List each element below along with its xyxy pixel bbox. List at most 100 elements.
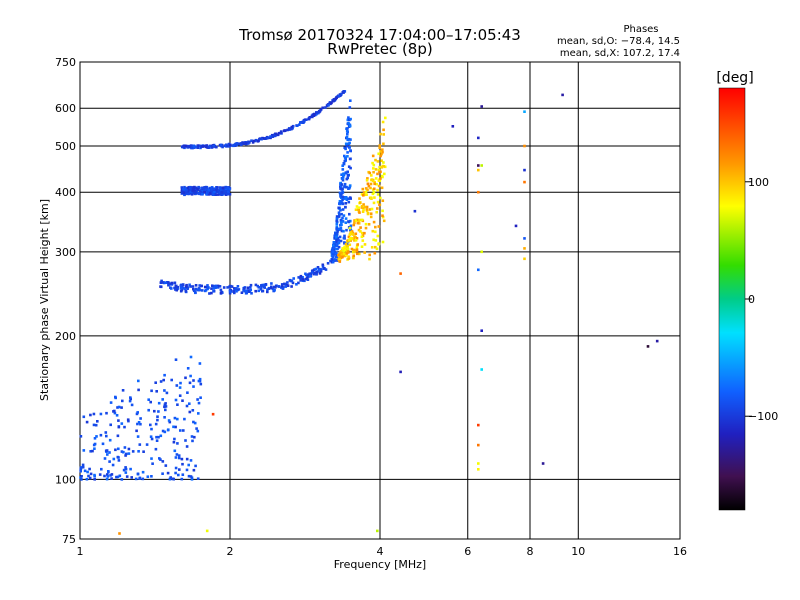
trace-point: [373, 180, 376, 184]
trace-point: [339, 193, 343, 196]
trace-point: [173, 416, 177, 420]
colorbar: [718, 87, 746, 511]
trace-point: [190, 435, 194, 438]
trace-point: [164, 464, 168, 467]
trace-point: [318, 110, 321, 114]
trace-point: [374, 177, 378, 180]
trace-point: [354, 208, 358, 211]
trace-point: [286, 128, 289, 132]
trace-point: [274, 132, 278, 136]
trace-point: [337, 241, 341, 245]
trace-point: [354, 219, 358, 222]
trace-point: [377, 152, 380, 156]
trace-point: [262, 283, 266, 287]
trace-point: [228, 289, 232, 293]
trace-point: [352, 254, 355, 258]
trace-point: [366, 211, 370, 215]
trace-point: [362, 191, 366, 194]
trace-point: [381, 199, 385, 202]
trace-point: [174, 358, 178, 361]
trace-point: [136, 422, 139, 426]
trace-point: [377, 179, 381, 182]
trace-point: [196, 188, 199, 191]
trace-point: [374, 239, 378, 242]
trace-point: [349, 149, 352, 152]
trace-point: [188, 283, 191, 287]
trace-point: [371, 154, 375, 158]
trace-point: [177, 456, 181, 460]
trace-point: [123, 425, 126, 429]
trace-point: [374, 158, 377, 162]
trace-point: [360, 231, 364, 235]
trace-point: [246, 142, 250, 145]
trace-point: [202, 187, 205, 190]
trace-point: [318, 272, 322, 275]
trace-point: [101, 442, 105, 446]
trace-point: [185, 404, 189, 408]
trace-point: [329, 259, 332, 263]
trace-point: [79, 469, 82, 473]
trace-point: [210, 146, 214, 149]
trace-point: [290, 285, 293, 288]
trace-point: [174, 284, 178, 288]
scatter-point: [477, 468, 480, 471]
trace-point: [176, 417, 179, 421]
trace-point: [196, 477, 200, 480]
trace-point: [197, 185, 200, 189]
trace-point: [82, 415, 86, 419]
trace-point: [338, 253, 341, 256]
trace-point: [381, 120, 385, 124]
trace-point: [382, 133, 385, 136]
trace-point: [192, 146, 196, 149]
trace-point: [155, 439, 159, 442]
trace-point: [348, 226, 352, 230]
trace-point: [168, 420, 172, 424]
trace-point: [338, 202, 341, 205]
trace-point: [203, 191, 206, 194]
trace-point: [353, 221, 356, 225]
trace-point: [238, 142, 241, 146]
trace-point: [380, 174, 384, 178]
trace-point: [189, 187, 193, 190]
trace-point: [169, 476, 172, 479]
trace-point: [245, 289, 248, 292]
trace-point: [194, 287, 198, 291]
trace-point: [353, 250, 356, 254]
trace-point: [279, 130, 283, 133]
trace-point: [303, 118, 307, 121]
trace-point: [362, 203, 365, 206]
trace-point: [335, 244, 339, 247]
x-tick-label: 4: [377, 545, 384, 558]
trace-point: [194, 145, 198, 149]
trace-point: [129, 396, 132, 399]
scatter-point: [477, 136, 480, 140]
trace-point: [181, 399, 184, 402]
trace-point: [379, 196, 382, 200]
trace-point: [371, 229, 375, 233]
trace-point: [93, 437, 97, 440]
trace-point: [377, 184, 381, 188]
trace-point: [192, 468, 196, 472]
trace-point: [299, 121, 302, 124]
trace-point: [141, 477, 145, 481]
trace-point: [249, 288, 252, 292]
trace-point: [252, 139, 256, 143]
trace-point: [210, 187, 213, 191]
trace-point: [116, 455, 120, 459]
trace-point: [163, 373, 166, 377]
trace-point: [246, 289, 250, 292]
trace-point: [348, 141, 351, 145]
trace-point: [363, 205, 367, 209]
trace-point: [363, 243, 367, 246]
trace-point: [248, 290, 251, 293]
trace-point: [210, 291, 213, 295]
trace-point: [189, 475, 193, 478]
trace-point: [352, 223, 356, 227]
trace-point: [117, 447, 120, 451]
trace-point: [206, 191, 210, 194]
trace-point: [228, 284, 232, 288]
trace-point: [369, 186, 372, 190]
trace-point: [250, 292, 253, 295]
trace-point: [297, 281, 300, 285]
trace-point: [307, 117, 311, 121]
